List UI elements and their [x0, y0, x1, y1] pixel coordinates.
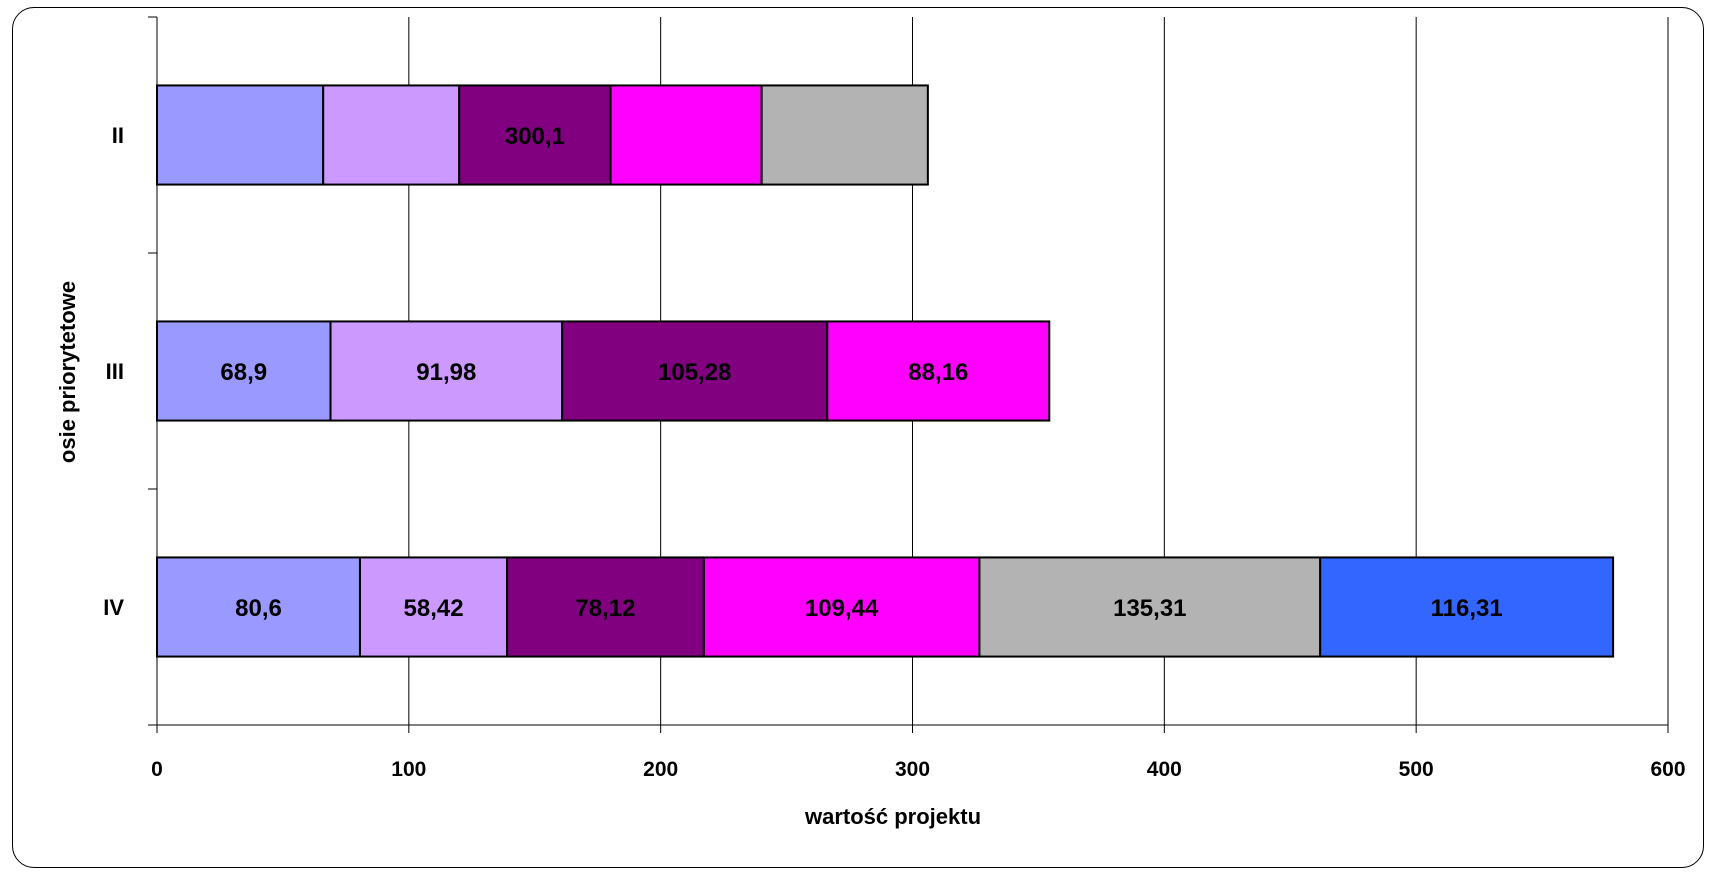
bar-segment: [156, 84, 325, 186]
bar-segment: [826, 320, 1051, 422]
data-label: 88,16: [908, 359, 968, 386]
x-tick-label: 400: [1147, 758, 1182, 781]
bar-segment: [358, 556, 509, 658]
bar-segment: [506, 556, 705, 658]
data-label: 78,12: [575, 595, 635, 622]
x-tick-label: 500: [1399, 758, 1434, 781]
bars: [156, 84, 1615, 658]
bar-segment: [760, 84, 929, 186]
bar-segment: [322, 84, 461, 186]
data-label: 135,31: [1113, 595, 1186, 622]
data-label: 105,28: [658, 359, 731, 386]
bar-segment: [702, 556, 981, 658]
data-label: 116,31: [1431, 595, 1503, 622]
data-label: 300,1: [505, 123, 565, 150]
chart-frame: [12, 7, 1704, 868]
category-label: IV: [103, 595, 124, 620]
y-axis-title: osie priorytetowe: [55, 281, 80, 463]
bar-segment: [978, 556, 1322, 658]
data-label: 68,9: [220, 359, 267, 386]
x-tick-label: 600: [1650, 758, 1685, 781]
x-tick-label: 0: [151, 758, 163, 781]
x-tick-label: 100: [391, 758, 426, 781]
bar-segment: [156, 556, 361, 658]
data-label: 109,44: [805, 595, 879, 622]
bar-segment: [329, 320, 564, 422]
bar-segment: [1319, 556, 1615, 658]
category-label: III: [106, 359, 124, 384]
bar-segment: [458, 84, 612, 186]
data-label: 58,42: [404, 595, 464, 622]
labels: 0 100 200 300 400 500 600 II 300,1 III 68,9 91,98 10…: [103, 123, 1685, 781]
x-tick-label: 200: [643, 758, 678, 781]
x-axis-title: wartość projektu: [804, 804, 981, 829]
bar-segment: [609, 84, 763, 186]
axes: [148, 16, 1669, 733]
bar-segment: [156, 320, 332, 422]
category-label: II: [112, 123, 124, 148]
data-label: 91,98: [416, 359, 476, 386]
x-tick-label: 300: [895, 758, 930, 781]
data-label: 80,6: [235, 595, 282, 622]
bar-segment: [561, 320, 829, 422]
